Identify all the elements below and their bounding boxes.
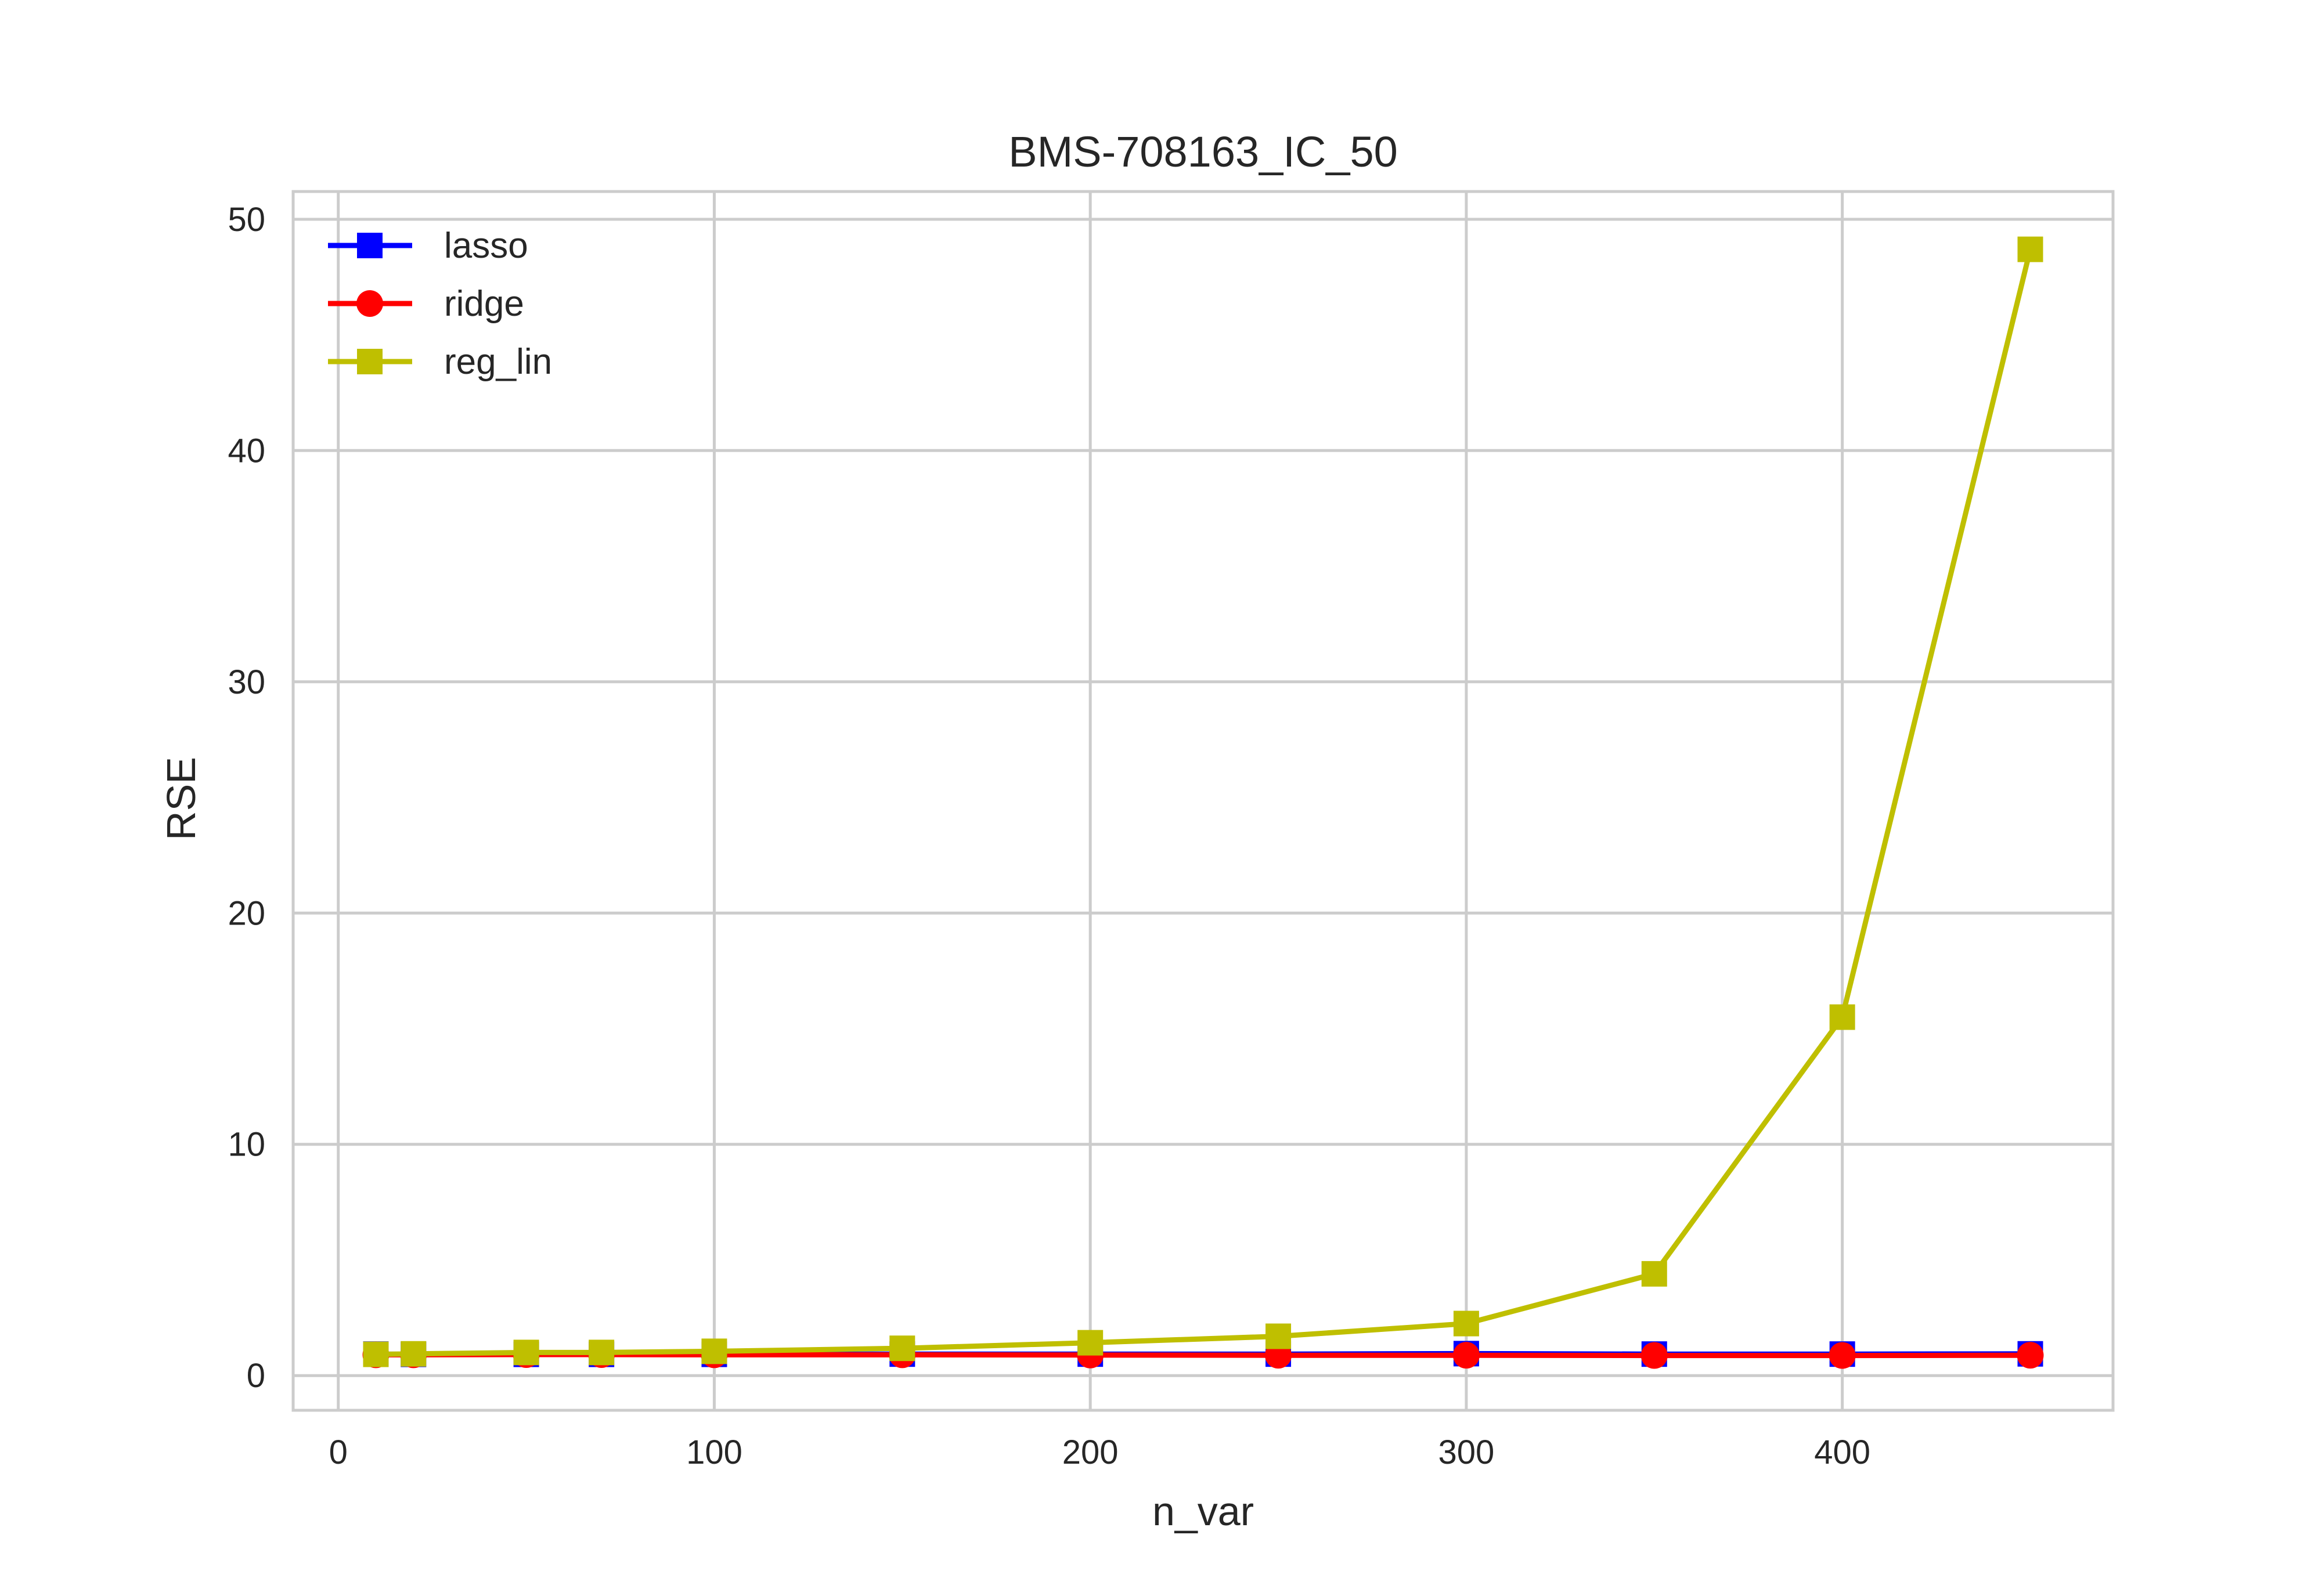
grid bbox=[293, 192, 2113, 1410]
series-layer bbox=[362, 236, 2044, 1369]
data-point-reg-lin bbox=[1077, 1330, 1104, 1356]
legend-item-ridge: ridge bbox=[328, 284, 524, 324]
data-point-reg-lin bbox=[1265, 1323, 1292, 1349]
data-point-reg-lin bbox=[1829, 1004, 1855, 1030]
x-tick-label: 100 bbox=[686, 1433, 742, 1471]
legend-marker bbox=[357, 349, 383, 374]
data-point-reg-lin bbox=[363, 1341, 389, 1367]
legend-label: ridge bbox=[444, 284, 524, 324]
chart-title: BMS-708163_IC_50 bbox=[1008, 128, 1398, 176]
y-axis-ticks: 0 10 20 30 40 50 bbox=[228, 201, 265, 1395]
series-reg-lin bbox=[363, 236, 2043, 1367]
data-point-reg-lin bbox=[1453, 1310, 1479, 1337]
data-point-reg-lin bbox=[889, 1335, 915, 1362]
legend: lasso ridge reg_lin bbox=[328, 226, 552, 382]
x-axis-title: n_var bbox=[1152, 1489, 1254, 1534]
data-point-reg-lin bbox=[513, 1339, 539, 1366]
y-axis-title: RSE bbox=[158, 757, 204, 840]
data-point-ridge bbox=[2017, 1342, 2044, 1369]
data-point-ridge bbox=[1640, 1342, 1668, 1369]
y-tick-label: 50 bbox=[228, 201, 265, 239]
legend-marker bbox=[357, 233, 383, 258]
y-tick-label: 10 bbox=[228, 1126, 265, 1164]
y-tick-label: 0 bbox=[247, 1357, 265, 1395]
x-tick-label: 300 bbox=[1438, 1433, 1495, 1471]
data-point-ridge bbox=[1829, 1342, 1856, 1369]
x-tick-label: 200 bbox=[1062, 1433, 1119, 1471]
legend-marker bbox=[356, 290, 383, 317]
y-tick-label: 20 bbox=[228, 894, 265, 932]
data-point-reg-lin bbox=[589, 1339, 615, 1366]
legend-item-lasso: lasso bbox=[328, 226, 528, 266]
y-tick-label: 30 bbox=[228, 663, 265, 701]
legend-label: reg_lin bbox=[444, 342, 552, 382]
x-tick-label: 400 bbox=[1814, 1433, 1870, 1471]
data-point-reg-lin bbox=[2017, 236, 2043, 262]
series-line-reg-lin bbox=[376, 248, 2033, 1357]
data-point-reg-lin bbox=[1641, 1261, 1667, 1287]
x-axis-ticks: 0 100 200 300 400 bbox=[329, 1433, 1870, 1471]
data-point-ridge bbox=[1452, 1342, 1480, 1369]
x-tick-label: 0 bbox=[329, 1433, 348, 1471]
y-tick-label: 40 bbox=[228, 432, 265, 470]
data-point-reg-lin bbox=[701, 1338, 727, 1364]
legend-item-reg-lin: reg_lin bbox=[328, 342, 552, 382]
legend-label: lasso bbox=[444, 226, 528, 266]
plot-area-frame bbox=[291, 190, 2115, 1412]
data-point-reg-lin bbox=[401, 1341, 427, 1367]
